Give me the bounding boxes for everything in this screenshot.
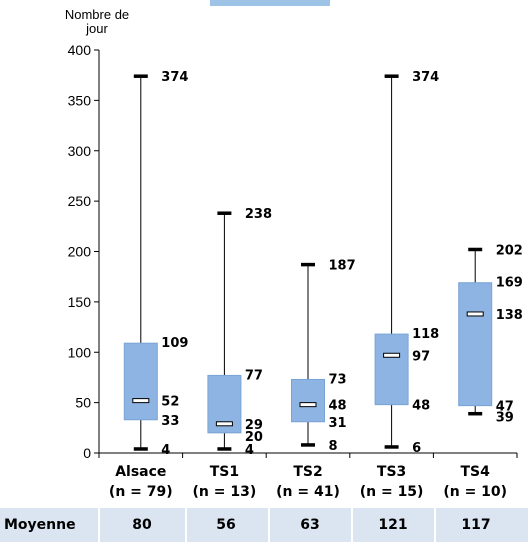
y-tick-label: 400 (68, 42, 92, 58)
y-tick-label: 200 (68, 244, 92, 260)
mean-row-separator (351, 508, 353, 542)
mean-value-ts2: 63 (300, 517, 320, 533)
y-tick-label: 0 (83, 445, 91, 461)
mean-row-separator (268, 508, 270, 542)
median-label-ts4: 138 (496, 308, 523, 323)
box-plot-chart: 0 50 100 150 200 250 300 350 400 374 109 52 33 4 Alsac… (68, 42, 523, 500)
category-label-ts1: TS1 (210, 464, 239, 480)
max-label-ts4: 202 (496, 243, 523, 258)
q3-label-ts2: 73 (329, 372, 347, 387)
mean-value-alsace: 80 (132, 517, 152, 533)
q1-label-ts4: 47 (496, 400, 514, 415)
category-count-ts3: (n = 15) (360, 484, 424, 500)
category-count-ts2: (n = 41) (276, 484, 340, 500)
min-label-alsace: 4 (161, 443, 170, 458)
max-label-ts2: 187 (329, 259, 356, 274)
median-mark-ts1 (215, 421, 233, 427)
median-mark-alsace (132, 398, 150, 404)
category-label-ts3: TS3 (377, 464, 406, 480)
min-label-ts4: 39 (496, 411, 514, 426)
title-fragment-mark (210, 0, 330, 6)
median-label-ts1: 29 (245, 418, 263, 433)
median-label-alsace: 52 (161, 395, 179, 410)
max-label-ts3: 374 (412, 70, 439, 85)
category-count-alsace: (n = 79) (109, 484, 173, 500)
max-label-ts1: 238 (245, 207, 272, 222)
q3-label-ts1: 77 (245, 368, 263, 383)
median-label-ts2: 48 (329, 399, 347, 414)
y-tick-label: 100 (68, 344, 92, 360)
q1-label-ts2: 31 (329, 416, 347, 431)
median-mark-ts2 (299, 402, 317, 408)
mean-row-separator (185, 508, 187, 542)
q1-label-ts1: 20 (245, 430, 263, 445)
y-tick-label: 250 (68, 193, 92, 209)
q1-label-alsace: 33 (161, 414, 179, 429)
min-label-ts2: 8 (329, 439, 338, 454)
category-label-alsace: Alsace (115, 464, 166, 480)
mean-row: Moyenne 80 56 63 121 117 (0, 508, 528, 542)
q3-label-alsace: 109 (161, 336, 188, 351)
mean-value-ts1: 56 (216, 517, 236, 533)
iqr-box-ts3 (374, 333, 409, 406)
q3-label-ts4: 169 (496, 276, 523, 291)
min-label-ts1: 4 (245, 443, 254, 458)
mean-row-label: Moyenne (4, 517, 76, 533)
y-tick-label: 300 (68, 143, 92, 159)
mean-row-separator (434, 508, 436, 542)
max-label-alsace: 374 (161, 70, 188, 85)
mean-value-ts4: 117 (461, 517, 491, 533)
y-axis-label-line-1: Nombre de (64, 7, 130, 22)
mean-value-ts3: 121 (378, 517, 408, 533)
mean-row-separator (98, 508, 100, 542)
y-tick-label: 150 (68, 294, 92, 310)
median-mark-ts4 (466, 311, 484, 317)
y-tick-label: 50 (75, 395, 91, 411)
q1-label-ts3: 48 (412, 399, 430, 414)
min-label-ts3: 6 (412, 441, 421, 456)
iqr-box-alsace (123, 342, 158, 421)
y-axis-label: Nombre de jour (52, 8, 142, 36)
category-label-ts4: TS4 (461, 464, 491, 480)
iqr-box-ts4 (458, 282, 493, 407)
category-label-ts2: TS2 (293, 464, 322, 480)
y-axis-label-line-2: jour (86, 21, 108, 36)
median-mark-ts3 (383, 352, 401, 358)
category-count-ts4: (n = 10) (443, 484, 507, 500)
y-tick-label: 350 (68, 92, 92, 108)
q3-label-ts3: 118 (412, 327, 439, 342)
category-count-ts1: (n = 13) (193, 484, 257, 500)
iqr-box-ts2 (291, 378, 325, 423)
median-label-ts3: 97 (412, 349, 430, 364)
